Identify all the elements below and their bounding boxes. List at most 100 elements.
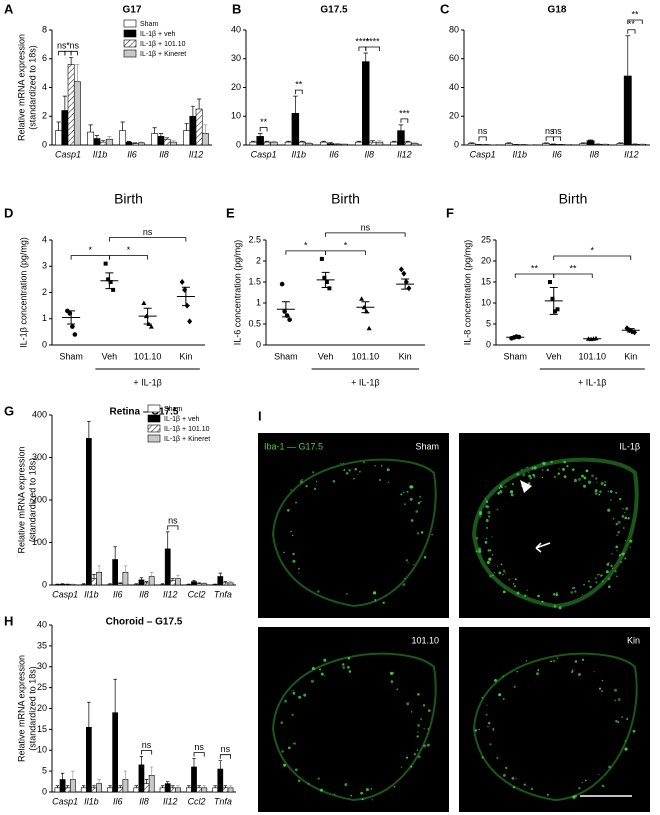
x-tick-label: Il6 [127, 149, 137, 159]
bar [175, 578, 181, 586]
microglia [348, 670, 352, 673]
microglia [526, 466, 528, 469]
y-tick-label: 40 [231, 24, 241, 34]
micrograph [459, 627, 650, 812]
error-bar [228, 581, 233, 583]
microglia [420, 501, 422, 503]
microglia [589, 585, 592, 589]
microglia [305, 485, 308, 488]
microglia [484, 497, 487, 500]
error-bar [391, 140, 397, 143]
microglia [609, 499, 612, 502]
significance-bracket [259, 127, 268, 132]
microglia [365, 788, 369, 792]
bar [157, 136, 165, 146]
microglia [500, 563, 503, 566]
legend-swatch [123, 39, 137, 48]
microglia [570, 591, 574, 594]
panel-letter: H [4, 613, 13, 628]
microglia [342, 462, 345, 465]
bar [601, 143, 610, 146]
y-tick-label: 40 [37, 619, 47, 629]
data-point [179, 279, 185, 285]
microglia [607, 562, 610, 564]
microglia [488, 557, 492, 561]
bar [133, 787, 140, 793]
significance-label: ** [531, 263, 539, 273]
microglia [312, 471, 315, 474]
microglia [487, 515, 491, 518]
significance-bracket [365, 46, 380, 51]
error-bar [139, 577, 144, 580]
microglia [406, 756, 409, 759]
error-bar [97, 565, 101, 573]
microglia [533, 466, 537, 470]
error-bar [184, 123, 189, 131]
microglia [600, 574, 603, 577]
microglia [541, 600, 544, 603]
bar [164, 548, 171, 586]
error-bar [543, 142, 549, 144]
bar [368, 141, 377, 146]
microglia [607, 577, 611, 581]
microglia [603, 484, 607, 487]
microglia [532, 473, 535, 477]
x-tick-label: Il8 [364, 149, 374, 159]
x-tick-label: Veh [102, 351, 118, 361]
microglia [431, 533, 434, 536]
x-tick-label: 101.10 [134, 351, 162, 361]
microglia [324, 675, 326, 677]
microglia [497, 491, 500, 495]
microglia [492, 574, 494, 577]
microglia [497, 565, 499, 568]
data-point [70, 324, 75, 329]
y-axis-label: IL-6 concentration (pg/mg) [232, 240, 242, 346]
microglia [379, 478, 381, 481]
bar [270, 141, 278, 146]
microglia [413, 753, 417, 756]
microglia [348, 469, 351, 472]
y-tick-label: 25 [481, 234, 491, 244]
group-label: + IL-1β [578, 377, 606, 387]
bar [586, 140, 595, 146]
error-bar [123, 565, 128, 573]
group-label: + IL-1β [133, 377, 161, 387]
microglia [571, 669, 574, 672]
y-axis-label: (standardized to 18s) [27, 45, 37, 130]
bar [59, 583, 66, 586]
microglia [552, 593, 556, 596]
microglia [624, 557, 627, 560]
microglia [578, 787, 581, 790]
bar [169, 787, 176, 793]
bar [263, 141, 271, 146]
microglia [343, 469, 346, 471]
microglia [555, 592, 558, 595]
microglia [555, 593, 559, 597]
significance-label: ** [628, 19, 636, 29]
microglia [572, 586, 575, 589]
microglia [417, 731, 419, 733]
microglia [485, 713, 488, 716]
bar [549, 143, 558, 146]
microglia [292, 742, 295, 745]
x-tick-label: Kin [399, 351, 412, 361]
microglia [588, 480, 592, 484]
y-tick-label: 4 [42, 234, 47, 244]
error-bar [134, 583, 139, 585]
microglia [295, 501, 297, 504]
microglia [615, 522, 618, 526]
bar [291, 113, 300, 146]
microglia [624, 740, 627, 742]
bar [122, 779, 129, 793]
microglia [581, 594, 584, 596]
microglia [400, 766, 403, 769]
microglia [487, 725, 489, 728]
microglia [498, 693, 502, 697]
data-point [555, 307, 560, 312]
error-bar [398, 124, 404, 131]
x-tick-label: Il6 [552, 149, 562, 159]
microglia [571, 587, 574, 590]
bar [504, 143, 513, 146]
microglia [553, 604, 557, 608]
microglia [617, 520, 621, 524]
